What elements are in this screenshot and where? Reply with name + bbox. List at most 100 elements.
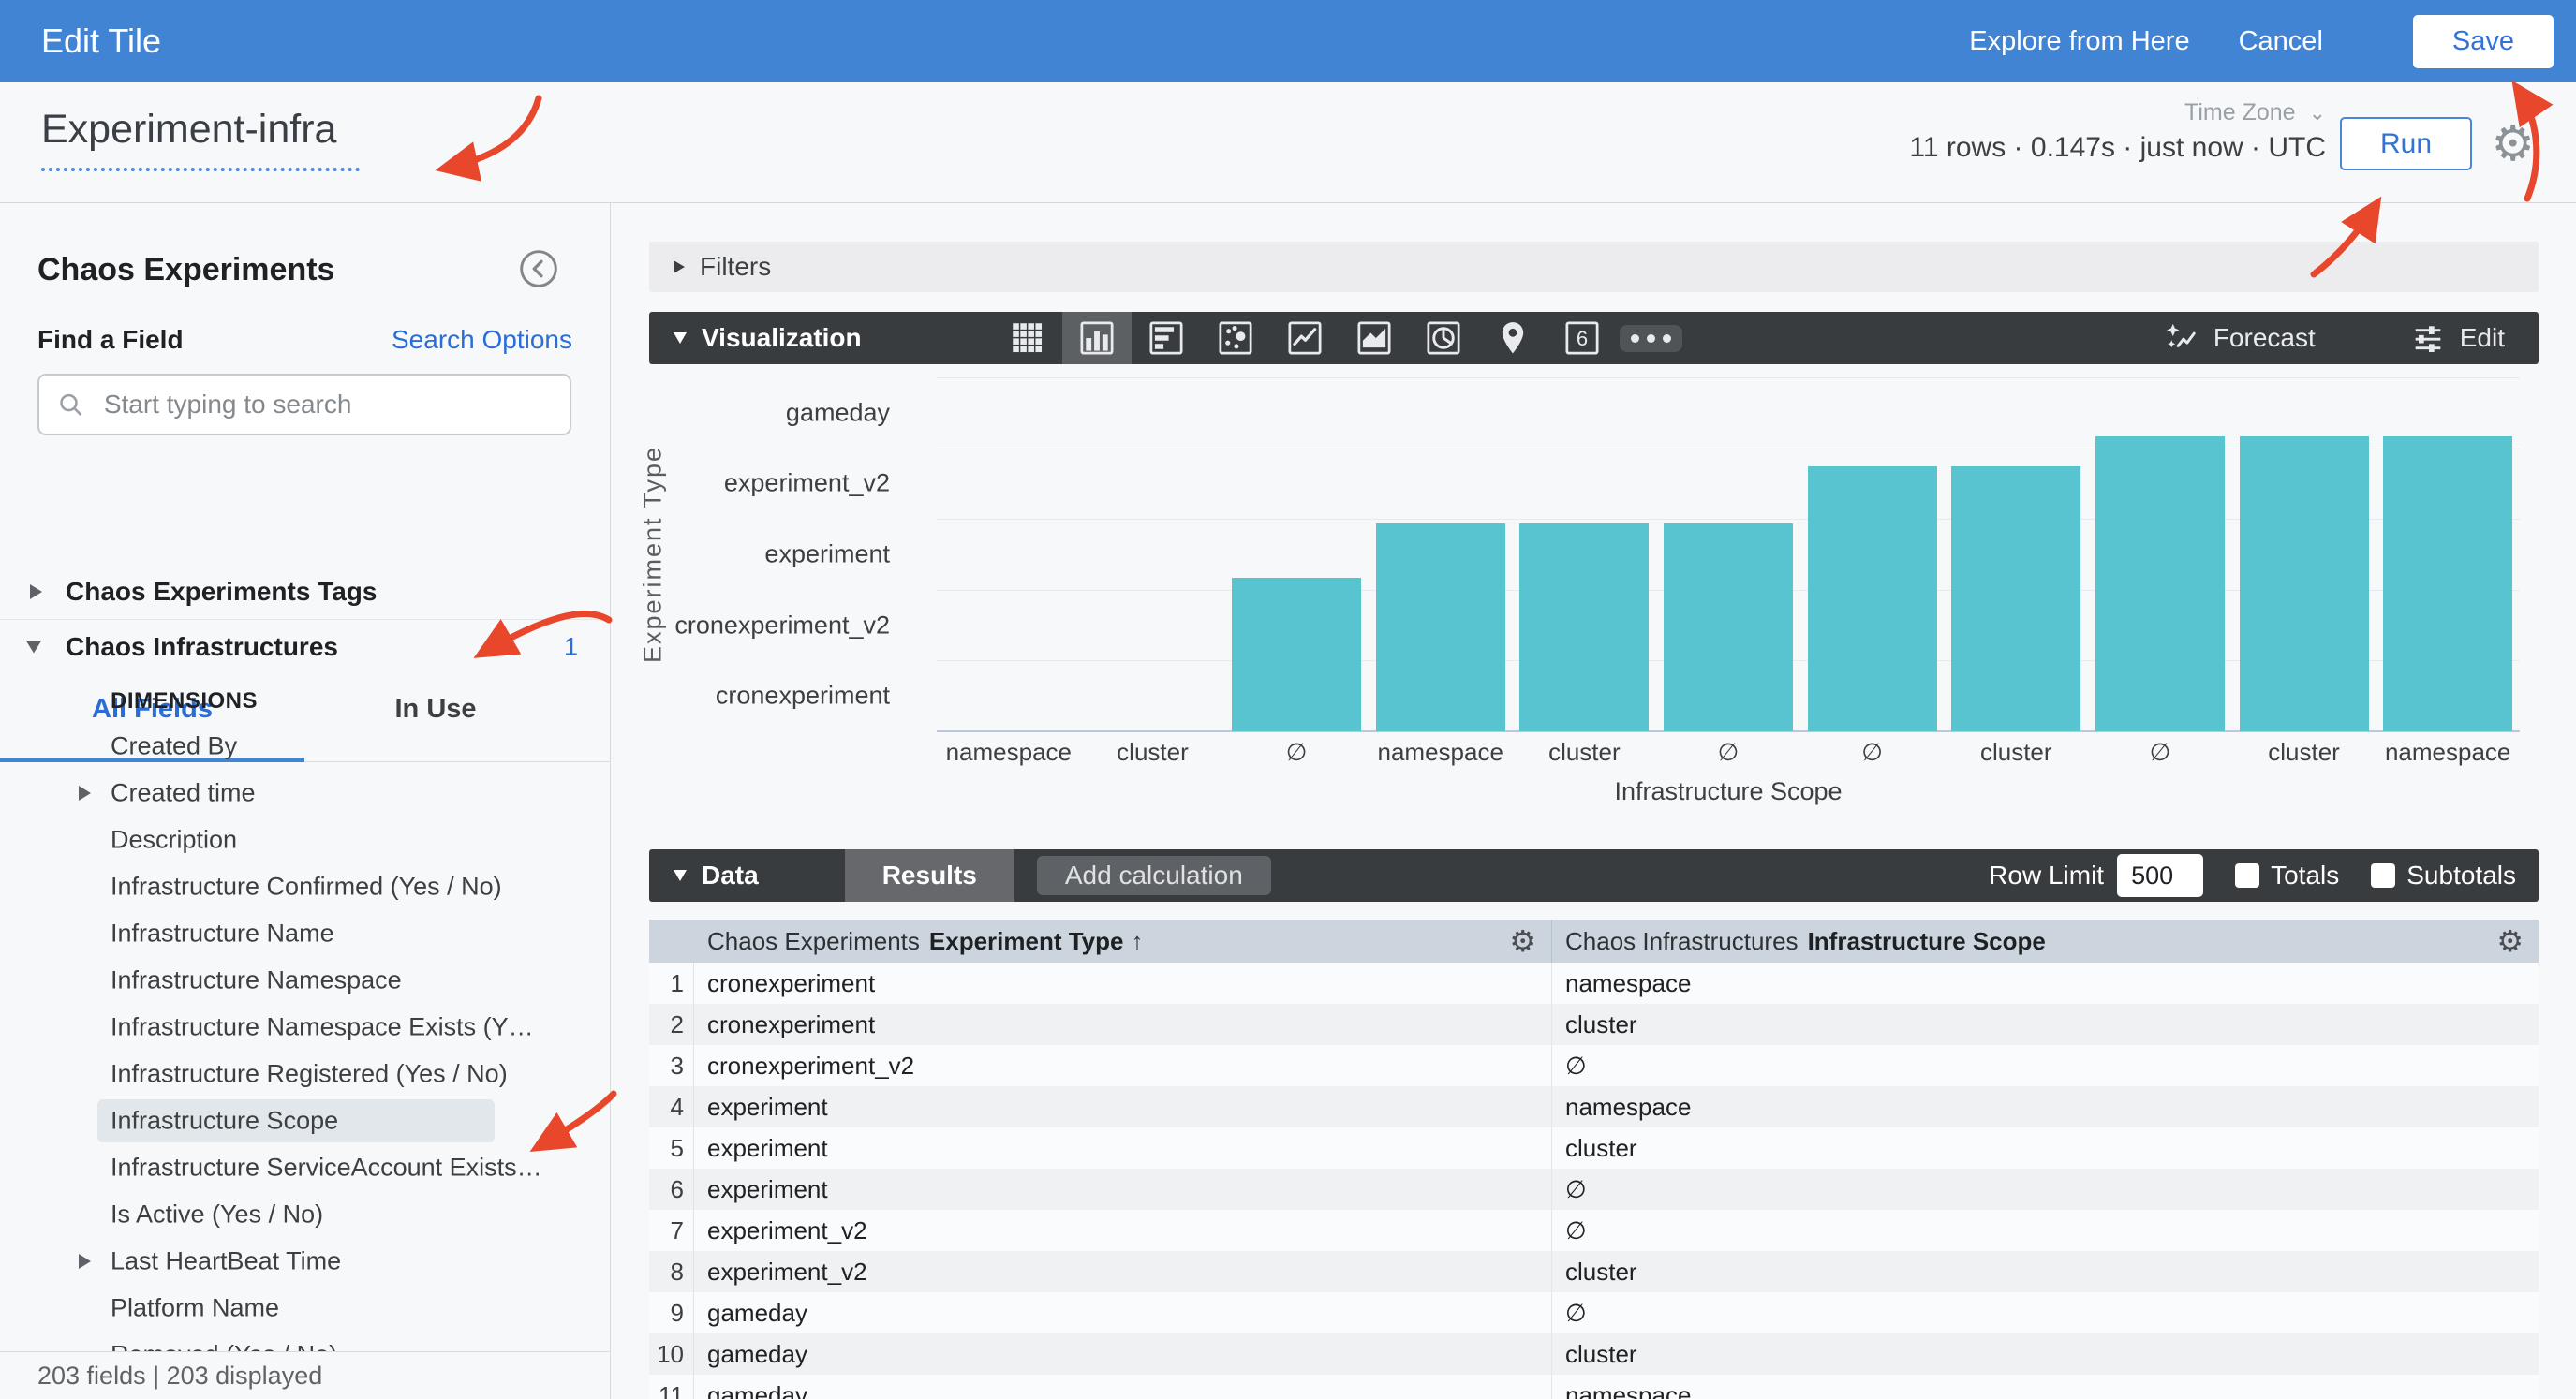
cell-experiment-type[interactable]: gameday — [694, 1292, 1552, 1333]
cell-experiment-type[interactable]: experiment — [694, 1127, 1552, 1169]
chevron-down-icon[interactable] — [674, 332, 687, 344]
bar-gameday-cluster[interactable] — [2239, 436, 2369, 731]
y-tick-cronexperiment-v2: cronexperiment_v2 — [674, 611, 890, 640]
cell-infrastructure-scope[interactable]: ∅ — [1565, 1298, 1587, 1327]
sidebar-item-infrastructure-name[interactable]: Infrastructure Name — [0, 910, 610, 957]
cell-experiment-type[interactable]: cronexperiment — [694, 1004, 1552, 1045]
bar-experiment-v2-[interactable] — [1807, 466, 1937, 731]
bar-experiment-namespace[interactable] — [1375, 523, 1505, 731]
viz-type-bar-icon[interactable] — [1132, 312, 1201, 364]
query-stats: Time Zone ⌄ 11 rows · 0.147s · just now ·… — [1909, 99, 2326, 164]
subtotals-checkbox[interactable] — [2371, 863, 2396, 888]
sidebar-item-infrastructure-confirmed-yes-no[interactable]: Infrastructure Confirmed (Yes / No) — [0, 863, 610, 910]
cell-infrastructure-scope[interactable]: namespace — [1565, 968, 1692, 997]
search-icon — [60, 393, 81, 416]
cell-experiment-type[interactable]: gameday — [694, 1375, 1552, 1399]
sidebar-item-infrastructure-namespace[interactable]: Infrastructure Namespace — [0, 957, 610, 1004]
field-search-box[interactable] — [37, 374, 571, 435]
viz-type-single-value-icon[interactable]: 6 — [1547, 312, 1617, 364]
bar-gameday-[interactable] — [2095, 436, 2225, 731]
caret-down-icon[interactable] — [26, 641, 41, 654]
viz-type-more-icon[interactable] — [1617, 312, 1686, 364]
bar-cronexperiment-v2-[interactable] — [1232, 578, 1362, 731]
cell-experiment-type[interactable]: experiment — [694, 1169, 1552, 1210]
add-calculation-button[interactable]: Add calculation — [1036, 856, 1271, 895]
sidebar-item-description[interactable]: Description — [0, 817, 610, 863]
viz-type-map-icon[interactable] — [1478, 312, 1547, 364]
cell-experiment-type[interactable]: experiment — [694, 1086, 1552, 1127]
viz-type-pie-icon[interactable] — [1409, 312, 1478, 364]
bar-experiment-[interactable] — [1664, 523, 1793, 731]
field-label: Description — [111, 825, 238, 854]
sidebar-item-last-heartbeat-time[interactable]: Last HeartBeat Time — [0, 1238, 610, 1285]
cell-experiment-type[interactable]: gameday — [694, 1333, 1552, 1375]
sidebar-item-platform-name[interactable]: Platform Name — [0, 1285, 610, 1332]
bar-experiment-cluster[interactable] — [1519, 523, 1650, 731]
sidebar-item-infrastructure-registered-yes-no[interactable]: Infrastructure Registered (Yes / No) — [0, 1051, 610, 1097]
sidebar-item-created-by[interactable]: Created By — [0, 723, 610, 770]
gear-icon[interactable]: ⚙ — [1509, 923, 1536, 959]
sidebar-item-chaos-infrastructures[interactable]: Chaos Infrastructures 1 — [0, 620, 610, 674]
chevron-left-circle-icon[interactable] — [518, 248, 559, 289]
tile-name-input[interactable]: Experiment-infra — [41, 107, 360, 171]
cell-experiment-type[interactable]: cronexperiment — [694, 963, 1552, 1004]
cell-infrastructure-scope[interactable]: cluster — [1565, 1133, 1637, 1162]
tab-results[interactable]: Results — [844, 849, 1014, 902]
cell-infrastructure-scope[interactable]: ∅ — [1565, 1051, 1587, 1080]
cell-infrastructure-scope[interactable]: namespace — [1565, 1092, 1692, 1121]
row-number: 2 — [649, 1004, 694, 1045]
cell-infrastructure-scope[interactable]: ∅ — [1565, 1215, 1587, 1244]
edit-viz-button[interactable]: Edit — [2409, 319, 2505, 357]
sidebar-item-chaos-experiments-tags[interactable]: Chaos Experiments Tags — [0, 565, 610, 619]
cell-infrastructure-scope[interactable]: cluster — [1565, 1339, 1637, 1368]
bar-gameday-namespace[interactable] — [2383, 436, 2513, 731]
totals-checkbox[interactable] — [2235, 863, 2260, 888]
time-zone-selector[interactable]: Time Zone ⌄ — [2184, 99, 2326, 125]
field-picker-sidebar: Chaos Experiments Find a Field Search Op… — [0, 203, 610, 1399]
tab-all-fields[interactable]: All Fields — [92, 694, 213, 724]
save-button[interactable]: Save — [2412, 14, 2554, 68]
cell-experiment-type[interactable]: cronexperiment_v2 — [694, 1045, 1552, 1086]
table-row-2: 2 cronexperiment cluster — [649, 1004, 2539, 1045]
sidebar-item-is-active-yes-no[interactable]: Is Active (Yes / No) — [0, 1191, 610, 1238]
field-label: Created time — [111, 778, 256, 807]
sidebar-item-infrastructure-serviceaccount-exists[interactable]: Infrastructure ServiceAccount Exists… — [0, 1144, 610, 1191]
cell-experiment-type[interactable]: experiment_v2 — [694, 1210, 1552, 1251]
sidebar-item-infrastructure-scope[interactable]: Infrastructure Scope — [0, 1097, 610, 1144]
filters-section-header[interactable]: Filters — [649, 242, 2539, 292]
table-body: 1 cronexperiment namespace 2 cronexperiment c… — [649, 963, 2539, 1399]
row-limit-input[interactable] — [2117, 854, 2204, 897]
table-row-5: 5 experiment cluster — [649, 1127, 2539, 1169]
gear-icon[interactable]: ⚙ — [2496, 923, 2524, 959]
search-input[interactable] — [101, 389, 553, 420]
chevron-right-icon — [674, 260, 685, 273]
cell-infrastructure-scope[interactable]: cluster — [1565, 1009, 1637, 1038]
caret-right-icon[interactable] — [30, 584, 42, 599]
cell-infrastructure-scope[interactable]: ∅ — [1565, 1174, 1587, 1203]
viz-type-column-icon[interactable] — [1061, 312, 1132, 364]
forecast-button[interactable]: Forecast — [2163, 319, 2316, 357]
tab-in-use[interactable]: In Use — [394, 694, 477, 724]
run-button[interactable]: Run — [2340, 117, 2472, 170]
viz-type-table-icon[interactable] — [993, 312, 1062, 364]
column-header-experiment-type[interactable]: Chaos Experiments Experiment Type ↑ ⚙ — [694, 920, 1552, 963]
cancel-button[interactable]: Cancel — [2238, 25, 2323, 56]
cell-infrastructure-scope[interactable]: cluster — [1565, 1257, 1637, 1286]
caret-right-icon[interactable] — [79, 786, 91, 801]
search-options-link[interactable]: Search Options — [392, 325, 572, 354]
viz-type-line-icon[interactable] — [1270, 312, 1340, 364]
viz-type-scatter-icon[interactable] — [1201, 312, 1270, 364]
data-section-header: Data Results Add calculation Row Limit T… — [649, 849, 2539, 902]
cell-infrastructure-scope[interactable]: namespace — [1565, 1380, 1692, 1399]
sidebar-item-created-time[interactable]: Created time — [0, 770, 610, 817]
caret-right-icon[interactable] — [79, 1254, 91, 1269]
cell-experiment-type[interactable]: experiment_v2 — [694, 1251, 1552, 1292]
chevron-down-icon[interactable] — [674, 870, 687, 881]
gear-icon[interactable]: ⚙ — [2491, 116, 2535, 172]
explore-from-here-link[interactable]: Explore from Here — [1969, 25, 2190, 56]
bar-experiment-v2-cluster[interactable] — [1951, 466, 2081, 731]
field-label: Chaos Experiments Tags — [66, 577, 378, 606]
viz-type-area-icon[interactable] — [1340, 312, 1409, 364]
sidebar-item-infrastructure-namespace-exists-y[interactable]: Infrastructure Namespace Exists (Y… — [0, 1004, 610, 1051]
column-header-infrastructure-scope[interactable]: Chaos Infrastructures Infrastructure Sco… — [1565, 923, 2524, 959]
